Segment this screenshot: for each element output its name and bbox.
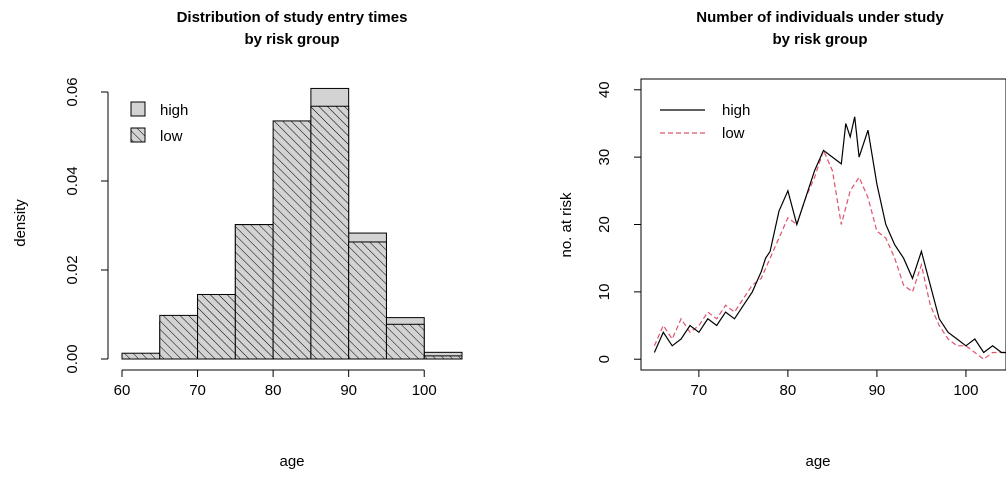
at-risk-plot-box	[640, 78, 1006, 371]
bar-low-1	[159, 314, 199, 360]
legend-label-low: low	[160, 128, 183, 145]
legend-swatch-low	[130, 127, 146, 143]
histogram-x-axis-label: age	[279, 453, 304, 470]
x-tick-label-100: 100	[953, 382, 978, 399]
x-tick-label-80: 80	[780, 382, 797, 399]
histogram-bars	[121, 87, 463, 360]
legend-label-low: low	[722, 125, 745, 142]
series-line-high	[653, 116, 1006, 354]
y-tick-label-0.00: 0.00	[64, 344, 81, 373]
x-tick-label-100: 100	[412, 382, 437, 399]
legend-swatch-high	[130, 101, 146, 117]
x-tick-label-60: 60	[114, 382, 131, 399]
bar-low-2	[197, 293, 236, 360]
bar-low-8	[423, 355, 463, 360]
y-tick-label-10: 10	[596, 284, 613, 301]
y-tick-label-20: 20	[596, 216, 613, 233]
histogram-chart: Distribution of study entry times by ris…	[12, 9, 463, 470]
at-risk-x-axis-label: age	[805, 453, 830, 470]
bar-low-7	[385, 323, 425, 360]
histogram-title-line-1: Distribution of study entry times	[177, 9, 408, 26]
x-tick-label-70: 70	[691, 382, 708, 399]
x-tick-label-80: 80	[265, 382, 282, 399]
at-risk-legend: high low	[660, 102, 750, 142]
y-tick-label-0.02: 0.02	[64, 255, 81, 284]
x-tick-label-90: 90	[340, 382, 357, 399]
x-tick-label-70: 70	[189, 382, 206, 399]
y-tick-label-40: 40	[596, 81, 613, 98]
bar-low-6	[348, 241, 387, 360]
histogram-y-axis-label: density	[12, 199, 29, 247]
histogram-title-line-2: by risk group	[244, 31, 339, 48]
y-tick-label-30: 30	[596, 149, 613, 166]
bar-low-5	[310, 105, 350, 360]
series-line-low	[653, 148, 1006, 360]
at-risk-axes: 70 80 90 100 0 10 20 30 40	[596, 81, 978, 399]
histogram-legend: high low	[130, 101, 188, 145]
at-risk-y-axis-label: no. at risk	[558, 192, 575, 258]
bar-low-0	[121, 352, 161, 360]
at-risk-title-line-1: Number of individuals under study	[696, 9, 944, 26]
legend-label-high: high	[160, 102, 188, 119]
at-risk-title-line-2: by risk group	[772, 31, 867, 48]
bar-low-4	[272, 120, 312, 360]
at-risk-lines	[653, 116, 1006, 360]
bar-low-3	[234, 224, 274, 360]
at-risk-chart: Number of individuals under study by ris…	[558, 9, 1006, 470]
x-tick-label-90: 90	[869, 382, 886, 399]
y-tick-label-0: 0	[596, 355, 613, 363]
legend-label-high: high	[722, 102, 750, 119]
y-tick-label-0.04: 0.04	[64, 166, 81, 195]
y-tick-label-0.06: 0.06	[64, 77, 81, 106]
histogram-axes: 60 70 80 90 100 0.00 0.02 0.04 0.06	[64, 77, 437, 399]
